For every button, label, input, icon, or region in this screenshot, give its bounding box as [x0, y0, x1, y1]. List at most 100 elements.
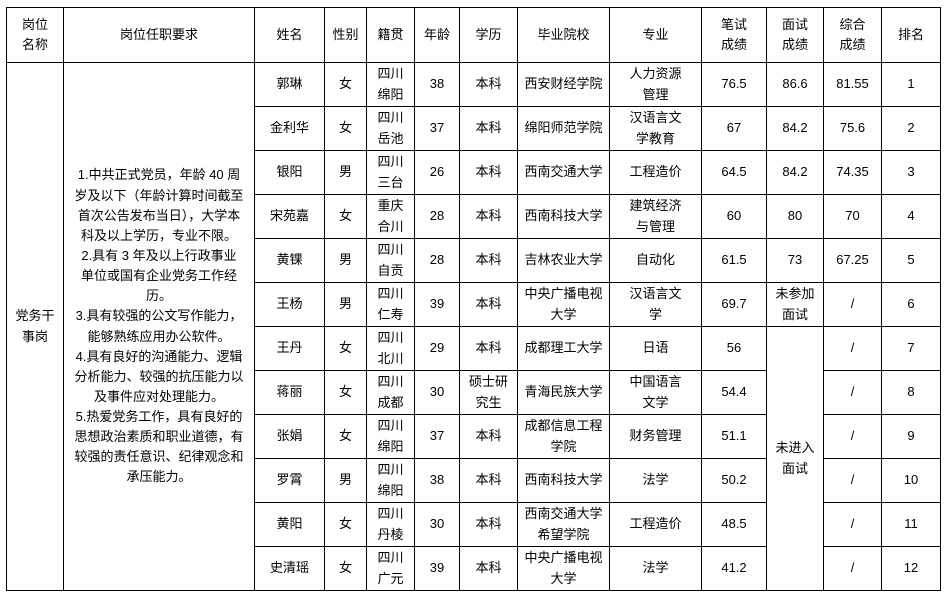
table-row: 罗霄 男 四川 绵阳 38 本科 西南科技大学 法学 50.2 / 10	[7, 458, 941, 503]
cell-written-score: 64.5	[701, 150, 767, 195]
cell-major: 中国语言 文学	[609, 370, 702, 415]
position-name-cell: 党务干 事岗	[6, 62, 64, 591]
cell-name: 郭琳	[254, 62, 325, 107]
cell-name: 王杨	[254, 282, 325, 327]
header-requirements: 岗位任职要求	[63, 7, 255, 63]
cell-major: 建筑经济 与管理	[609, 194, 702, 239]
cell-education: 本科	[459, 106, 518, 151]
header-row: 岗位 名称 岗位任职要求 姓名 性别 籍贯 年龄 学历 毕业院校 专业 笔试 成…	[6, 7, 941, 63]
header-major: 专业	[609, 7, 702, 63]
merged-interview-cell: 未进入 面试	[766, 326, 824, 591]
cell-rank: 11	[881, 502, 941, 547]
header-education: 学历	[459, 7, 518, 63]
header-position-name: 岗位 名称	[6, 7, 64, 63]
header-name: 姓名	[254, 7, 325, 63]
cell-interview-score: 84.2	[766, 150, 824, 195]
cell-age: 37	[414, 414, 460, 459]
cell-education: 本科	[459, 194, 518, 239]
cell-written-score: 76.5	[701, 62, 767, 107]
cell-school: 西安财经学院	[517, 62, 610, 107]
cell-school: 青海民族大学	[517, 370, 610, 415]
cell-overall-score: 70	[823, 194, 882, 239]
cell-native: 重庆 合川	[366, 194, 415, 239]
cell-name: 王丹	[254, 326, 325, 371]
cell-name: 宋苑嘉	[254, 194, 325, 239]
cell-rank: 2	[881, 106, 941, 151]
cell-education: 本科	[459, 502, 518, 547]
cell-major: 法学	[609, 458, 702, 503]
cell-school: 西南科技大学	[517, 458, 610, 503]
header-rank: 排名	[881, 7, 941, 63]
cell-school: 绵阳师范学院	[517, 106, 610, 151]
cell-overall-score: /	[823, 370, 882, 415]
cell-gender: 女	[324, 194, 367, 239]
cell-overall-score: /	[823, 502, 882, 547]
header-interview-score: 面试 成绩	[766, 7, 824, 63]
table-row: 金利华 女 四川 岳池 37 本科 绵阳师范学院 汉语言文 学教育 67 84.…	[7, 106, 941, 151]
cell-overall-score: 81.55	[823, 62, 882, 107]
cell-interview-score: 未参加 面试	[766, 282, 824, 327]
cell-education: 本科	[459, 546, 518, 591]
cell-major: 人力资源 管理	[609, 62, 702, 107]
table-row: 宋苑嘉 女 重庆 合川 28 本科 西南科技大学 建筑经济 与管理 60 80 …	[7, 194, 941, 239]
header-age: 年龄	[414, 7, 460, 63]
cell-school: 中央广播电视 大学	[517, 546, 610, 591]
cell-native: 四川 广元	[366, 546, 415, 591]
cell-rank: 4	[881, 194, 941, 239]
recruitment-results-table: 岗位 名称 岗位任职要求 姓名 性别 籍贯 年龄 学历 毕业院校 专业 笔试 成…	[6, 7, 941, 591]
cell-rank: 12	[881, 546, 941, 591]
cell-gender: 男	[324, 282, 367, 327]
cell-school: 成都理工大学	[517, 326, 610, 371]
cell-rank: 7	[881, 326, 941, 371]
cell-gender: 女	[324, 62, 367, 107]
cell-overall-score: 75.6	[823, 106, 882, 151]
cell-education: 本科	[459, 282, 518, 327]
requirements-cell: 1.中共正式党员，年龄 40 周 岁及以下（年龄计算时间截至 首次公告发布当日）…	[63, 62, 255, 591]
table-row: 王杨 男 四川 仁寿 39 本科 中央广播电视 大学 汉语言文 学 69.7 未…	[7, 282, 941, 327]
cell-school: 吉林农业大学	[517, 238, 610, 283]
cell-education: 本科	[459, 458, 518, 503]
cell-age: 26	[414, 150, 460, 195]
cell-interview-score: 86.6	[766, 62, 824, 107]
cell-gender: 女	[324, 502, 367, 547]
cell-gender: 女	[324, 326, 367, 371]
cell-major: 汉语言文 学	[609, 282, 702, 327]
cell-written-score: 60	[701, 194, 767, 239]
cell-major: 工程造价	[609, 150, 702, 195]
cell-age: 38	[414, 458, 460, 503]
cell-overall-score: 74.35	[823, 150, 882, 195]
cell-name: 银阳	[254, 150, 325, 195]
cell-rank: 1	[881, 62, 941, 107]
cell-major: 日语	[609, 326, 702, 371]
cell-overall-score: /	[823, 326, 882, 371]
cell-gender: 女	[324, 414, 367, 459]
cell-major: 汉语言文 学教育	[609, 106, 702, 151]
cell-age: 37	[414, 106, 460, 151]
cell-interview-score: 84.2	[766, 106, 824, 151]
cell-education: 硕士研 究生	[459, 370, 518, 415]
cell-written-score: 67	[701, 106, 767, 151]
cell-gender: 女	[324, 370, 367, 415]
cell-rank: 3	[881, 150, 941, 195]
cell-interview-score: 73	[766, 238, 824, 283]
cell-overall-score: /	[823, 282, 882, 327]
cell-age: 30	[414, 370, 460, 415]
header-gender: 性别	[324, 7, 367, 63]
cell-overall-score: 67.25	[823, 238, 882, 283]
cell-name: 张娟	[254, 414, 325, 459]
cell-native: 四川 丹棱	[366, 502, 415, 547]
cell-native: 四川 自贡	[366, 238, 415, 283]
cell-overall-score: /	[823, 546, 882, 591]
cell-written-score: 48.5	[701, 502, 767, 547]
cell-written-score: 41.2	[701, 546, 767, 591]
header-native-place: 籍贯	[366, 7, 415, 63]
cell-native: 四川 成都	[366, 370, 415, 415]
cell-native: 四川 岳池	[366, 106, 415, 151]
table-row: 党务干 事岗 1.中共正式党员，年龄 40 周 岁及以下（年龄计算时间截至 首次…	[6, 62, 941, 591]
table-row: 银阳 男 四川 三台 26 本科 西南交通大学 工程造价 64.5 84.2 7…	[7, 150, 941, 195]
cell-school: 西南科技大学	[517, 194, 610, 239]
cell-education: 本科	[459, 62, 518, 107]
header-overall-score: 综合 成绩	[823, 7, 882, 63]
header-school: 毕业院校	[517, 7, 610, 63]
cell-education: 本科	[459, 414, 518, 459]
